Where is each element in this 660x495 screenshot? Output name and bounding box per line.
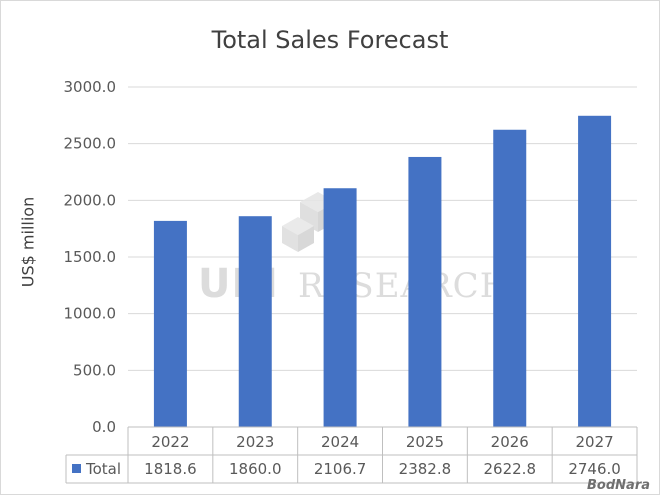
bar-2023 bbox=[238, 216, 272, 427]
y-tick-labels: 0.0 500.0 1000.0 1500.0 2000.0 2500.0 3000.0 bbox=[64, 78, 117, 436]
x-tick-label: 2022 bbox=[151, 433, 189, 451]
credit-text: BodNara bbox=[587, 478, 650, 493]
bar-2024 bbox=[323, 188, 357, 427]
x-tick-label: 2027 bbox=[575, 433, 613, 451]
bar-2022 bbox=[153, 220, 187, 427]
data-table-value: 1860.0 bbox=[229, 460, 282, 478]
gridlines bbox=[128, 86, 637, 371]
watermark-cube2-left bbox=[282, 226, 298, 252]
x-tick-label: 2025 bbox=[406, 433, 444, 451]
data-table-value: 2382.8 bbox=[399, 460, 452, 478]
x-tick-label: 2023 bbox=[236, 433, 274, 451]
legend-label: Total bbox=[85, 460, 121, 478]
chart-title: Total Sales Forecast bbox=[211, 26, 449, 54]
data-table-value: 2622.8 bbox=[484, 460, 537, 478]
data-table-value: 2746.0 bbox=[568, 460, 621, 478]
data-table: 2022 2023 2024 2025 2026 2027 Total 1818.6 1860.… bbox=[65, 426, 638, 484]
bars bbox=[153, 115, 612, 427]
bar-2026 bbox=[493, 129, 527, 427]
y-tick-label: 1500.0 bbox=[64, 248, 117, 266]
watermark-cube2-right bbox=[298, 226, 314, 252]
data-table-value: 2106.7 bbox=[314, 460, 367, 478]
x-tick-label: 2026 bbox=[491, 433, 529, 451]
bar-2025 bbox=[408, 156, 442, 427]
y-tick-label: 3000.0 bbox=[64, 78, 117, 96]
y-tick-label: 500.0 bbox=[73, 361, 116, 379]
y-tick-label: 2000.0 bbox=[64, 191, 117, 209]
data-table-value: 1818.6 bbox=[144, 460, 197, 478]
y-tick-label: 0.0 bbox=[92, 418, 116, 436]
legend-swatch bbox=[72, 464, 81, 473]
y-tick-label: 2500.0 bbox=[64, 135, 117, 153]
y-tick-label: 1000.0 bbox=[64, 305, 117, 323]
x-tick-label: 2024 bbox=[321, 433, 359, 451]
bar-2027 bbox=[578, 115, 612, 427]
